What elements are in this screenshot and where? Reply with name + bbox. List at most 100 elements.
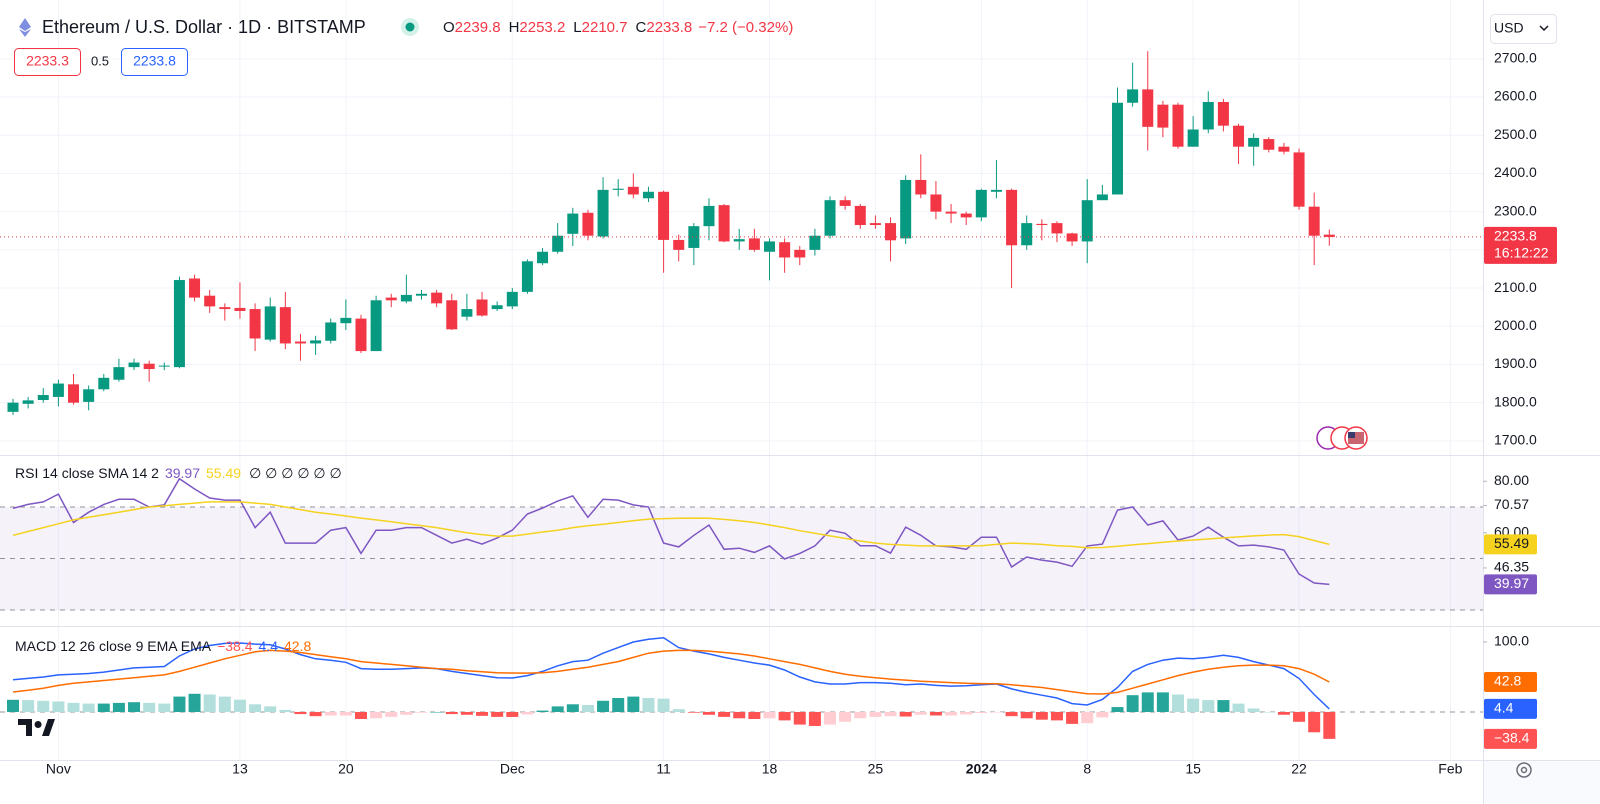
currency-label: USD xyxy=(1494,20,1524,36)
histogram-bar xyxy=(264,706,277,712)
candle-body xyxy=(627,186,639,195)
histogram-bar xyxy=(279,709,292,712)
histogram-bar xyxy=(1050,711,1063,721)
histogram-bar xyxy=(627,696,640,712)
y-tick-label: 2100.0 xyxy=(1494,279,1537,295)
histogram-bar xyxy=(793,711,806,725)
bid-box[interactable] xyxy=(14,48,81,76)
histogram-bar xyxy=(203,694,216,712)
candle-body xyxy=(642,191,654,199)
candle-body xyxy=(930,194,942,212)
histogram-bar xyxy=(536,710,549,712)
histogram-bar xyxy=(82,703,95,712)
candle-body xyxy=(960,213,972,218)
candle-body xyxy=(537,251,549,264)
currency-selector[interactable] xyxy=(1490,14,1557,44)
last-value-label: 39.97 xyxy=(1494,575,1529,591)
candle-body xyxy=(1021,223,1033,246)
last-price-label: 2233.8 xyxy=(1494,228,1537,244)
histogram-bar xyxy=(233,699,246,712)
indicator-line xyxy=(12,477,1330,586)
histogram-bar xyxy=(506,711,519,717)
candle-body xyxy=(764,241,775,252)
histogram-bar xyxy=(612,697,625,712)
histogram-bar xyxy=(1277,711,1290,715)
macd-legend: MACD 12 26 close 9 EMA EMA −38.4 4.4 42.8 xyxy=(15,638,311,654)
histogram-bar xyxy=(128,702,141,712)
candle-body xyxy=(400,294,412,302)
y-tick-label: 80.00 xyxy=(1494,472,1529,488)
histogram-bar xyxy=(37,700,50,712)
last-value-box xyxy=(1484,728,1537,749)
candle-body xyxy=(1263,139,1275,150)
candle-body xyxy=(718,205,730,242)
histogram-bar xyxy=(960,711,973,715)
histogram-bar xyxy=(869,711,882,717)
histogram-bar xyxy=(597,700,610,712)
candle-body xyxy=(279,307,291,344)
ask-box[interactable] xyxy=(121,48,188,76)
candle-body xyxy=(1127,89,1139,103)
y-tick-label: 46.35 xyxy=(1494,559,1529,575)
rsi-legend: RSI 14 close SMA 14 2 39.97 55.49 ∅ ∅ ∅ ∅ ∅… xyxy=(15,465,342,481)
histogram-bar xyxy=(67,702,80,712)
last-value-box xyxy=(1484,534,1537,555)
y-tick-label: 70.57 xyxy=(1494,496,1529,512)
candle-body xyxy=(854,205,866,226)
candle-body xyxy=(325,322,337,341)
histogram-bar xyxy=(1262,711,1275,713)
last-value-label: 42.8 xyxy=(1494,673,1521,689)
candle-body xyxy=(158,365,170,367)
ohlc-value: 2233.8 xyxy=(646,19,692,36)
candle-body xyxy=(37,395,49,400)
candle-body xyxy=(234,307,246,311)
candle-body xyxy=(491,305,503,310)
y-tick-label: 2400.0 xyxy=(1494,164,1537,180)
candle-body xyxy=(22,400,34,404)
histogram-bar xyxy=(657,698,670,712)
candle-body xyxy=(885,223,897,241)
histogram-bar xyxy=(1020,711,1033,719)
last-value-box xyxy=(1484,672,1537,693)
last-value-label: 4.4 xyxy=(1494,700,1514,716)
histogram-bar xyxy=(521,711,534,715)
candle-body xyxy=(582,212,594,236)
y-tick-label: 2500.0 xyxy=(1494,126,1537,142)
histogram-bar xyxy=(143,702,156,712)
legend-value: 55.49 xyxy=(206,465,241,481)
candle-body xyxy=(128,362,140,368)
histogram-bar xyxy=(1141,692,1154,712)
candle-body xyxy=(173,280,185,368)
histogram-bar xyxy=(370,711,383,719)
legend-value: −38.4 xyxy=(217,638,253,654)
settings-icon[interactable] xyxy=(1516,762,1532,778)
y-tick-label: 1800.0 xyxy=(1494,393,1537,409)
candle-body xyxy=(915,179,927,195)
candle-body xyxy=(446,300,458,330)
ask-price: 2233.8 xyxy=(133,53,176,69)
histogram-bar xyxy=(385,711,398,717)
histogram-bar xyxy=(1111,707,1124,712)
histogram-bar xyxy=(839,711,852,722)
candle-body xyxy=(476,299,488,316)
last-value-box xyxy=(1484,698,1537,719)
candle-body xyxy=(612,188,624,190)
histogram-bar xyxy=(778,711,791,721)
candle-body xyxy=(703,205,715,227)
candle-body xyxy=(355,318,367,352)
change-value: −7.2 (−0.32%) xyxy=(698,19,793,36)
candle-body xyxy=(975,189,987,218)
histogram-bar xyxy=(1096,711,1109,718)
histogram-bar xyxy=(566,704,579,712)
histogram-bar xyxy=(702,711,715,715)
x-tick-label: 2024 xyxy=(966,761,997,777)
tradingview-logo[interactable] xyxy=(18,719,55,736)
histogram-bar xyxy=(763,711,776,719)
histogram-bar xyxy=(460,711,473,715)
y-tick-label: 2700.0 xyxy=(1494,50,1537,66)
histogram-bar xyxy=(1066,711,1079,724)
histogram-bar xyxy=(1187,698,1200,712)
y-tick-label: 2600.0 xyxy=(1494,88,1537,104)
candle-body xyxy=(113,367,125,380)
candle-body xyxy=(1278,146,1290,152)
